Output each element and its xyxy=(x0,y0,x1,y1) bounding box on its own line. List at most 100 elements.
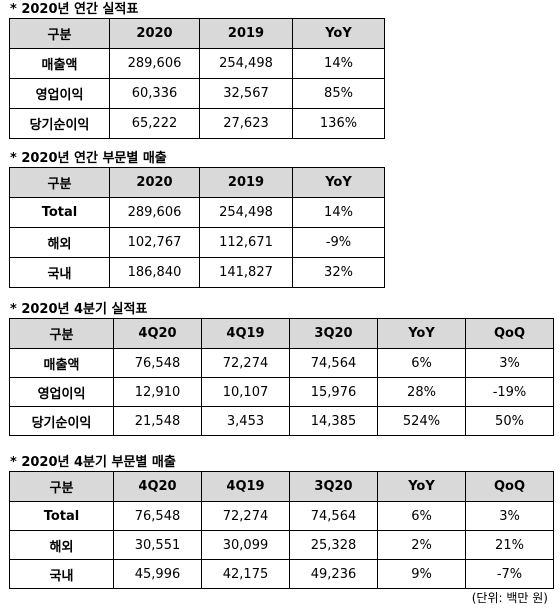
header-4q20: 4Q20 xyxy=(113,318,202,349)
row-label: 국내 xyxy=(9,257,110,288)
cell-value: 141,827 xyxy=(199,257,293,288)
cell-value: 12,910 xyxy=(113,377,202,407)
row-label: 매출액 xyxy=(9,48,110,79)
table-row: 영업이익 12,910 10,107 15,976 28% -19% xyxy=(9,377,554,407)
cell-value: 30,099 xyxy=(201,530,290,560)
cell-value: 524% xyxy=(377,406,466,436)
row-label: 국내 xyxy=(9,559,114,589)
row-label: 당기순이익 xyxy=(9,406,114,436)
header-2019: 2019 xyxy=(199,18,293,49)
cell-value: 76,548 xyxy=(113,348,202,378)
header-qoq: QoQ xyxy=(465,471,554,502)
cell-value: 9% xyxy=(377,559,466,589)
annual-segment-sales-table: 구분 2020 2019 YoY Total 289,606 254,498 1… xyxy=(9,167,385,288)
cell-value: 3,453 xyxy=(201,406,290,436)
row-label: 영업이익 xyxy=(9,377,114,407)
table-row: 당기순이익 65,222 27,623 136% xyxy=(9,108,385,139)
row-label: 당기순이익 xyxy=(9,108,110,139)
cell-value: 72,274 xyxy=(201,348,290,378)
row-label: 매출액 xyxy=(9,348,114,378)
header-3q20: 3Q20 xyxy=(289,318,378,349)
cell-value: 10,107 xyxy=(201,377,290,407)
cell-value: 6% xyxy=(377,348,466,378)
header-yoy: YoY xyxy=(292,167,385,198)
cell-value: 6% xyxy=(377,501,466,531)
cell-value: 60,336 xyxy=(109,78,200,109)
unit-note: (단위: 백만 원) xyxy=(471,591,548,605)
table-row: 해외 102,767 112,671 -9% xyxy=(9,227,385,258)
cell-value: 112,671 xyxy=(199,227,293,258)
cell-value: 289,606 xyxy=(109,197,200,228)
header-category: 구분 xyxy=(9,18,110,49)
table-row: Total 76,548 72,274 74,564 6% 3% xyxy=(9,501,554,531)
q4-results-table: 구분 4Q20 4Q19 3Q20 YoY QoQ 매출액 76,548 72,… xyxy=(9,318,554,436)
header-yoy: YoY xyxy=(292,18,385,49)
cell-value: 30,551 xyxy=(113,530,202,560)
annual-results-title: * 2020년 연간 실적표 xyxy=(10,2,139,17)
cell-value: 74,564 xyxy=(289,501,378,531)
cell-value: 76,548 xyxy=(113,501,202,531)
q4-segment-sales-title: * 2020년 4분기 부문별 매출 xyxy=(10,455,176,470)
cell-value: 102,767 xyxy=(109,227,200,258)
header-category: 구분 xyxy=(9,167,110,198)
table-header-row: 구분 4Q20 4Q19 3Q20 YoY QoQ xyxy=(9,471,554,502)
cell-value: 72,274 xyxy=(201,501,290,531)
cell-value: 27,623 xyxy=(199,108,293,139)
annual-results-table: 구분 2020 2019 YoY 매출액 289,606 254,498 14%… xyxy=(9,18,385,139)
table-row: 국내 45,996 42,175 49,236 9% -7% xyxy=(9,559,554,589)
cell-value: 136% xyxy=(292,108,385,139)
table-row: 당기순이익 21,548 3,453 14,385 524% 50% xyxy=(9,406,554,436)
cell-value: 254,498 xyxy=(199,197,293,228)
row-label: 영업이익 xyxy=(9,78,110,109)
header-yoy: YoY xyxy=(377,471,466,502)
cell-value: 14% xyxy=(292,197,385,228)
cell-value: 254,498 xyxy=(199,48,293,79)
cell-value: 32,567 xyxy=(199,78,293,109)
cell-value: -19% xyxy=(465,377,554,407)
cell-value: 3% xyxy=(465,501,554,531)
cell-value: 186,840 xyxy=(109,257,200,288)
row-label: Total xyxy=(9,197,110,228)
cell-value: 65,222 xyxy=(109,108,200,139)
header-3q20: 3Q20 xyxy=(289,471,378,502)
cell-value: 42,175 xyxy=(201,559,290,589)
table-row: 매출액 289,606 254,498 14% xyxy=(9,48,385,79)
row-label: Total xyxy=(9,501,114,531)
cell-value: 15,976 xyxy=(289,377,378,407)
cell-value: 45,996 xyxy=(113,559,202,589)
header-4q20: 4Q20 xyxy=(113,471,202,502)
header-qoq: QoQ xyxy=(465,318,554,349)
table-row: Total 289,606 254,498 14% xyxy=(9,197,385,228)
table-row: 국내 186,840 141,827 32% xyxy=(9,257,385,288)
header-yoy: YoY xyxy=(377,318,466,349)
header-2019: 2019 xyxy=(199,167,293,198)
cell-value: 21,548 xyxy=(113,406,202,436)
table-row: 해외 30,551 30,099 25,328 2% 21% xyxy=(9,530,554,560)
cell-value: 21% xyxy=(465,530,554,560)
header-2020: 2020 xyxy=(109,167,200,198)
header-category: 구분 xyxy=(9,318,114,349)
cell-value: 85% xyxy=(292,78,385,109)
cell-value: 2% xyxy=(377,530,466,560)
row-label: 해외 xyxy=(9,227,110,258)
cell-value: 14% xyxy=(292,48,385,79)
header-4q19: 4Q19 xyxy=(201,318,290,349)
cell-value: -9% xyxy=(292,227,385,258)
cell-value: 289,606 xyxy=(109,48,200,79)
q4-segment-sales-table: 구분 4Q20 4Q19 3Q20 YoY QoQ Total 76,548 7… xyxy=(9,471,554,589)
table-header-row: 구분 4Q20 4Q19 3Q20 YoY QoQ xyxy=(9,318,554,349)
cell-value: 25,328 xyxy=(289,530,378,560)
header-2020: 2020 xyxy=(109,18,200,49)
header-category: 구분 xyxy=(9,471,114,502)
cell-value: 28% xyxy=(377,377,466,407)
cell-value: 49,236 xyxy=(289,559,378,589)
header-4q19: 4Q19 xyxy=(201,471,290,502)
cell-value: 3% xyxy=(465,348,554,378)
table-header-row: 구분 2020 2019 YoY xyxy=(9,18,385,49)
annual-segment-sales-title: * 2020년 연간 부문별 매출 xyxy=(10,151,167,166)
cell-value: 74,564 xyxy=(289,348,378,378)
cell-value: 50% xyxy=(465,406,554,436)
cell-value: 32% xyxy=(292,257,385,288)
table-header-row: 구분 2020 2019 YoY xyxy=(9,167,385,198)
table-row: 매출액 76,548 72,274 74,564 6% 3% xyxy=(9,348,554,378)
